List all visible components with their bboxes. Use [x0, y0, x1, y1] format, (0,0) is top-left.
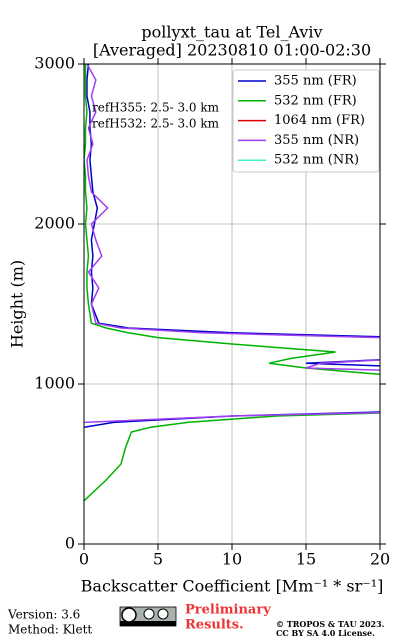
legend-box: [232, 69, 380, 173]
x-tick-label: 10: [222, 550, 242, 569]
copyright: CC BY SA 4.0 License.: [276, 628, 375, 638]
preliminary: Results.: [185, 618, 244, 633]
chart-subtitle: [Averaged] 20230810 01:00-02:30: [93, 41, 371, 60]
x-tick-label: 15: [296, 550, 316, 569]
ticks: 0 5 10 15 20 0 1000 2000 3000: [34, 54, 390, 569]
y-tick-label: 2000: [34, 214, 75, 233]
y-tick-label: 1000: [34, 374, 75, 393]
legend-label: 355 nm (FR): [274, 74, 357, 89]
preliminary: Preliminary: [185, 603, 271, 618]
legend-label: 355 nm (NR): [274, 133, 359, 148]
x-tick-label: 5: [153, 550, 163, 569]
legend: 355 nm (FR) 532 nm (FR) 1064 nm (FR) 355 nm…: [232, 69, 380, 173]
y-tick-label: 0: [65, 534, 75, 553]
lines: [84, 64, 380, 502]
copyright: © TROPOS & TAU 2023.: [276, 619, 385, 629]
y-axis-label: Height (m): [8, 260, 27, 348]
profile-line: [84, 64, 380, 424]
legend-label: 1064 nm (FR): [274, 113, 365, 128]
profile-line: [84, 64, 380, 502]
version: Version: 3.6: [7, 608, 80, 622]
legend-label: 532 nm (NR): [274, 153, 359, 168]
annotation: refH532: 2.5- 3.0 km: [92, 117, 220, 131]
method: Method: Klett: [8, 623, 92, 637]
cc-logo: [119, 606, 177, 627]
x-tick-label: 20: [370, 550, 390, 569]
x-axis-label: Backscatter Coefficient [Mm⁻¹ * sr⁻¹]: [81, 577, 384, 596]
chart-title: pollyxt_tau at Tel_Aviv: [141, 23, 322, 42]
annotation: refH355: 2.5- 3.0 km: [92, 101, 220, 115]
y-tick-label: 3000: [34, 54, 75, 73]
legend-label: 532 nm (FR): [274, 93, 357, 108]
x-tick-label: 0: [79, 550, 89, 569]
